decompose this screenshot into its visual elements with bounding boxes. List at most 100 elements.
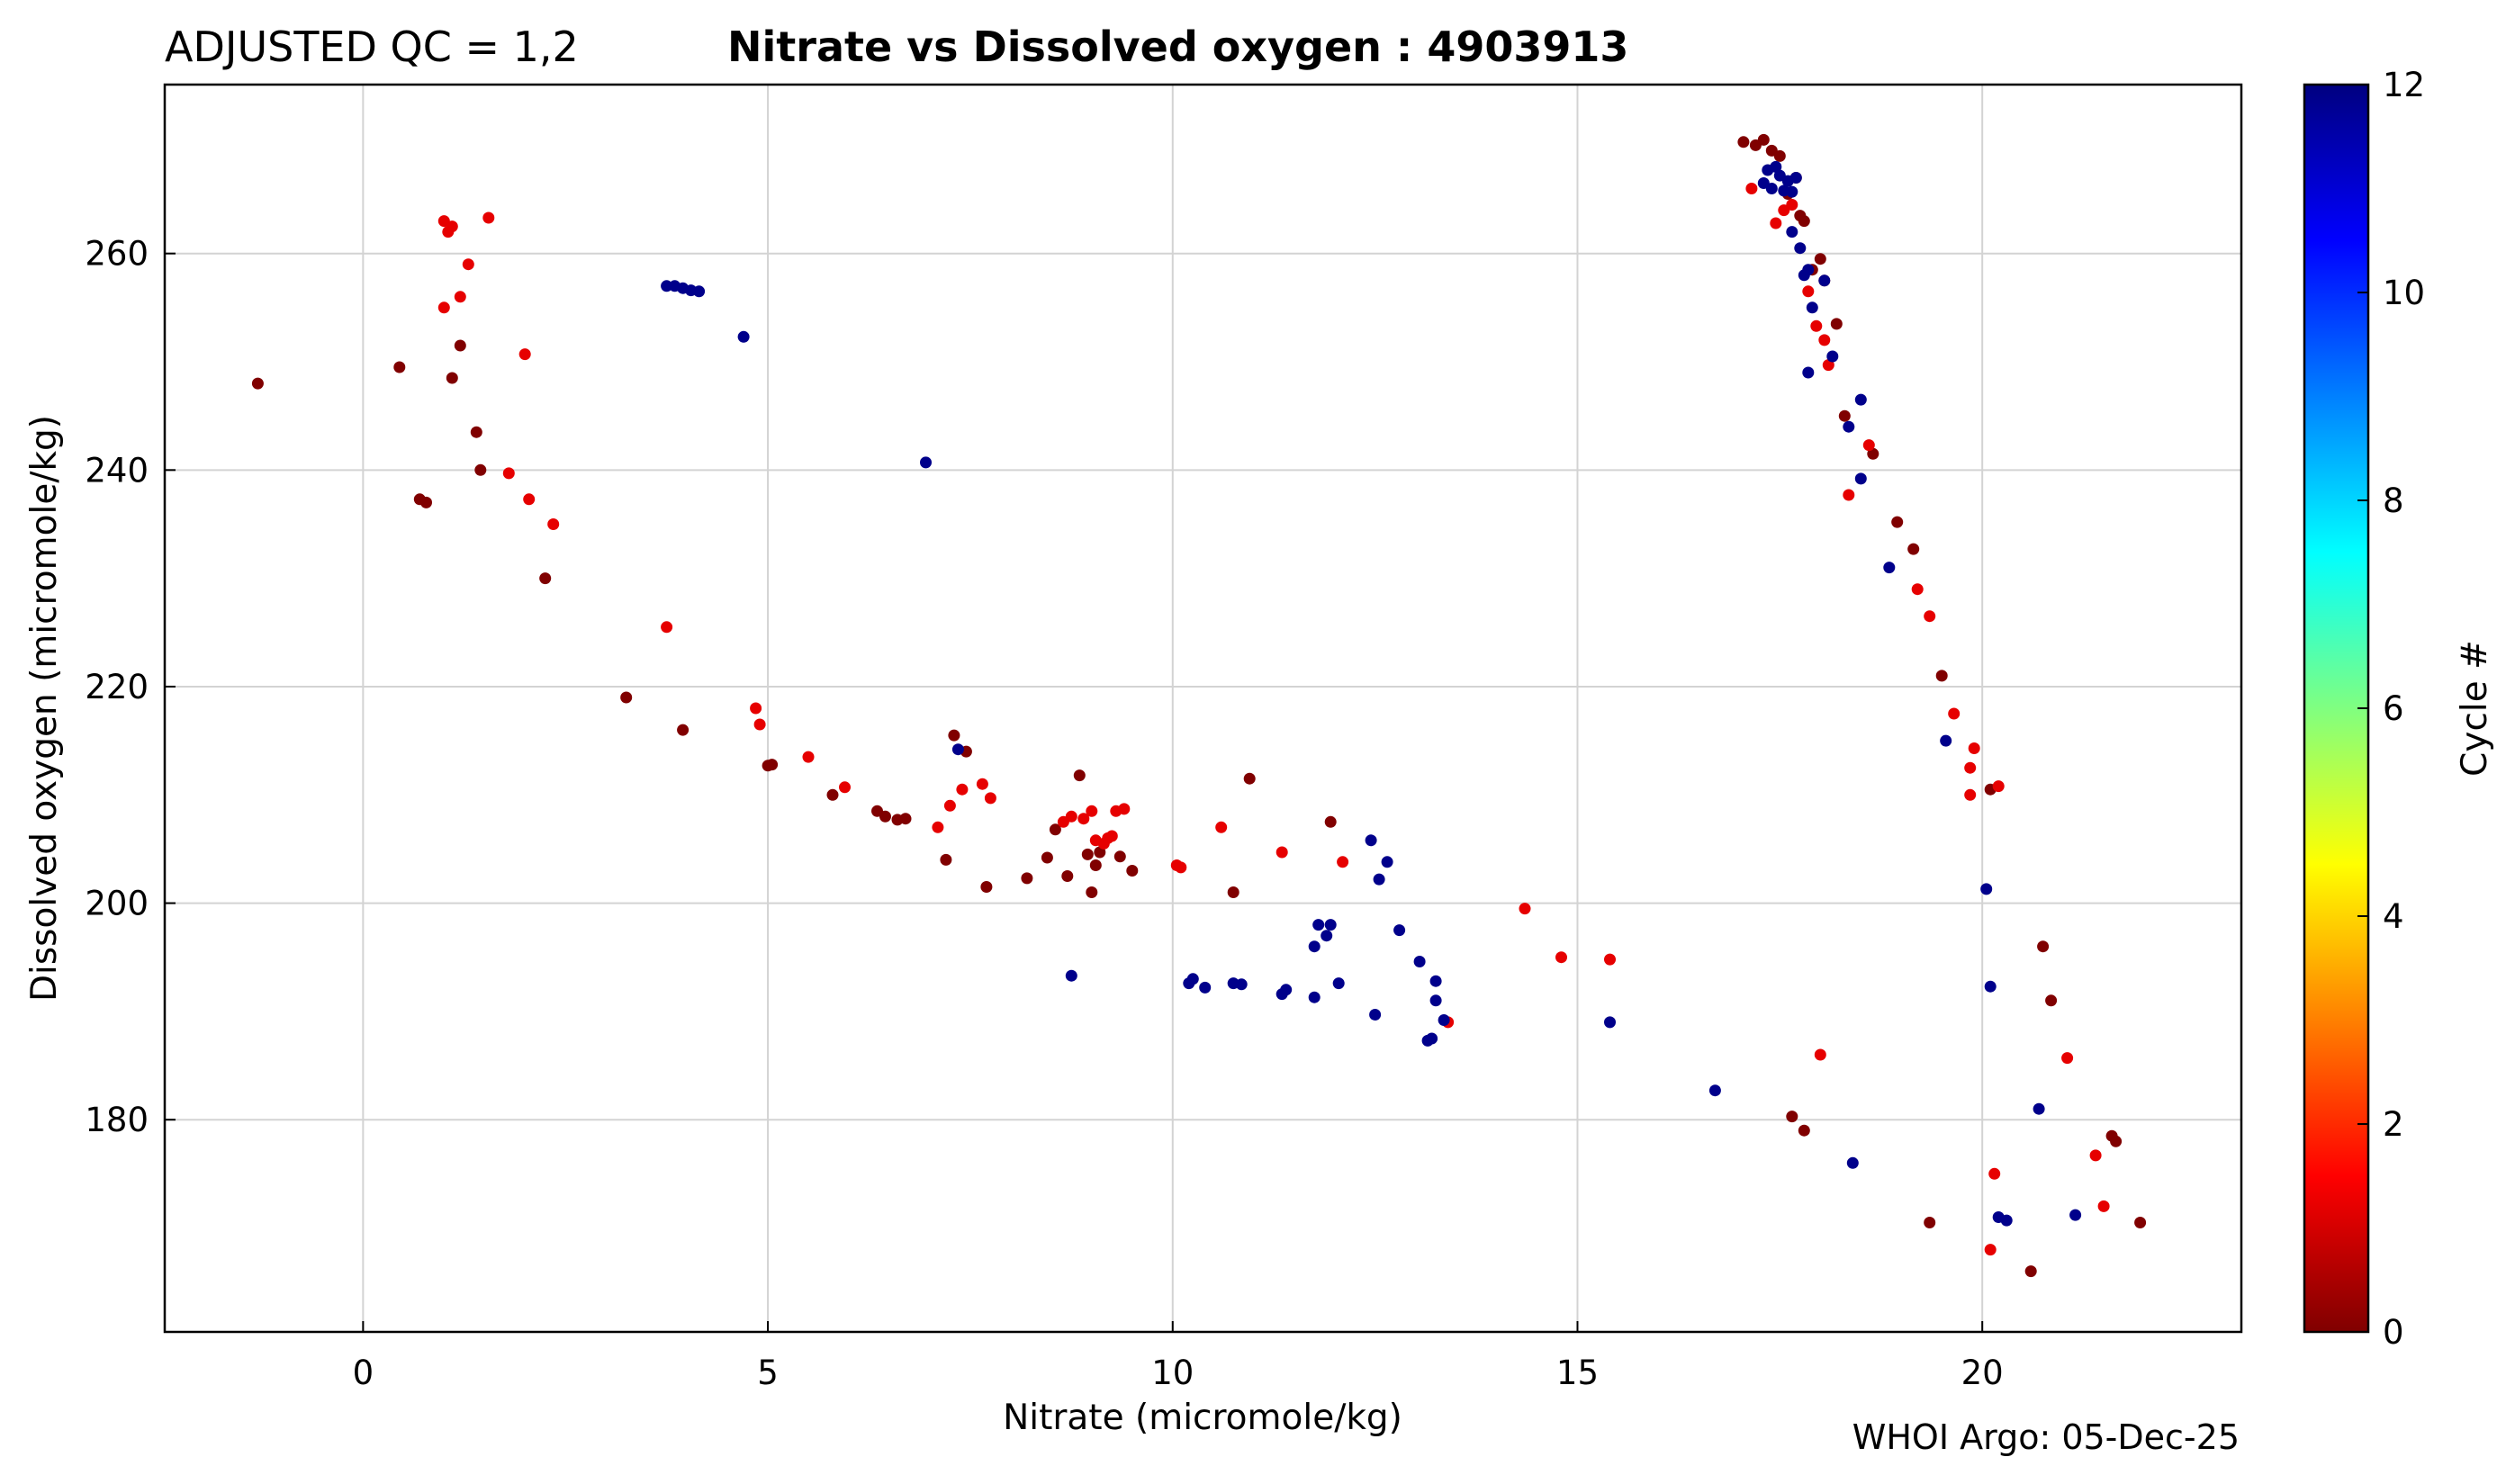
colorbar-label: Cycle #: [2455, 640, 2495, 777]
data-point: [948, 729, 960, 742]
data-point: [2097, 1200, 2110, 1212]
data-point: [523, 493, 536, 506]
data-point: [1964, 761, 1977, 774]
data-point: [1105, 830, 1118, 842]
data-point: [1854, 472, 1867, 485]
x-tick-label: 10: [1151, 1354, 1194, 1392]
data-point: [1765, 183, 1778, 194]
data-point: [1041, 851, 1053, 864]
data-point: [1438, 1014, 1450, 1026]
data-point: [1802, 366, 1815, 379]
data-point: [1843, 489, 1855, 501]
data-point: [1199, 981, 1212, 994]
colorbar-tick-label: 8: [2383, 481, 2404, 520]
data-point: [1061, 870, 1074, 882]
data-point: [839, 781, 851, 794]
data-point: [899, 813, 912, 825]
data-point: [1798, 1124, 1810, 1137]
data-point: [1846, 1156, 1859, 1169]
colorbar-tick-label: 6: [2383, 689, 2404, 728]
x-tick-label: 5: [757, 1354, 779, 1392]
data-point: [1021, 872, 1033, 885]
data-point: [1337, 856, 1349, 868]
data-point: [1065, 969, 1077, 982]
data-point: [1924, 610, 1936, 623]
data-point: [1604, 953, 1616, 966]
data-point: [661, 280, 673, 292]
data-point: [1429, 994, 1442, 1007]
data-point: [1818, 334, 1831, 346]
data-point: [1984, 1244, 1997, 1256]
data-point: [1810, 319, 1823, 332]
data-point: [518, 348, 531, 361]
qc-label: ADJUSTED QC = 1,2: [165, 22, 579, 71]
data-point: [1992, 780, 2005, 793]
data-point: [1113, 850, 1126, 863]
data-point: [920, 456, 932, 469]
data-point: [943, 799, 956, 812]
data-point: [1786, 1111, 1798, 1123]
data-point: [1948, 707, 1961, 720]
y-ticks: 180 200 220 240 260: [85, 235, 176, 1139]
data-point: [1980, 883, 1993, 895]
data-point: [1826, 350, 1839, 363]
data-point: [1786, 226, 1798, 238]
data-point: [1426, 1032, 1438, 1045]
data-point: [1843, 420, 1855, 433]
data-point: [956, 783, 969, 796]
data-point: [1077, 813, 1090, 825]
data-point: [539, 572, 552, 585]
data-point: [470, 426, 482, 438]
data-point: [1862, 439, 1875, 452]
data-point: [1984, 980, 1997, 993]
y-tick-label: 180: [85, 1101, 149, 1139]
data-point: [750, 702, 762, 715]
data-point: [1786, 185, 1798, 198]
data-point: [737, 330, 750, 343]
y-tick-label: 260: [85, 235, 149, 274]
data-point: [1086, 805, 1098, 817]
data-point: [1757, 133, 1770, 146]
data-point: [693, 285, 706, 298]
data-point: [1604, 1016, 1616, 1029]
data-point: [1935, 670, 1948, 682]
data-point: [1838, 409, 1851, 422]
data-point: [1312, 919, 1325, 931]
data-point: [1814, 1048, 1826, 1061]
colorbar-tick-label: 10: [2383, 274, 2425, 312]
data-point: [1308, 940, 1321, 953]
data-point: [1745, 183, 1758, 194]
data-point: [1770, 160, 1782, 173]
data-point: [1049, 823, 1061, 836]
data-point: [1235, 978, 1248, 991]
data-point: [2134, 1217, 2147, 1228]
data-point: [932, 821, 944, 833]
data-point: [661, 621, 673, 634]
data-point: [1802, 285, 1815, 298]
data-point: [766, 759, 779, 771]
colorbar-tick-label: 12: [2383, 66, 2425, 104]
data-point: [980, 881, 993, 893]
data-point: [437, 301, 450, 314]
data-point: [1806, 301, 1818, 314]
data-point: [1369, 1009, 1382, 1021]
data-point: [1555, 951, 1567, 964]
data-point: [1175, 861, 1187, 874]
data-point: [1365, 834, 1377, 847]
data-point: [984, 792, 996, 805]
data-point: [446, 220, 458, 233]
data-point: [547, 518, 560, 530]
colorbar-tick-label: 4: [2383, 897, 2404, 936]
data-point: [753, 718, 766, 731]
data-point: [462, 258, 474, 271]
data-point: [1786, 199, 1798, 211]
gridlines: [165, 85, 2241, 1332]
data-point: [826, 788, 839, 801]
data-point: [1773, 149, 1786, 162]
x-tick-label: 0: [353, 1354, 374, 1392]
data-point: [1964, 788, 1977, 801]
colorbar-tick-label: 2: [2383, 1105, 2404, 1144]
data-point: [1814, 253, 1826, 265]
data-point: [1118, 803, 1131, 815]
